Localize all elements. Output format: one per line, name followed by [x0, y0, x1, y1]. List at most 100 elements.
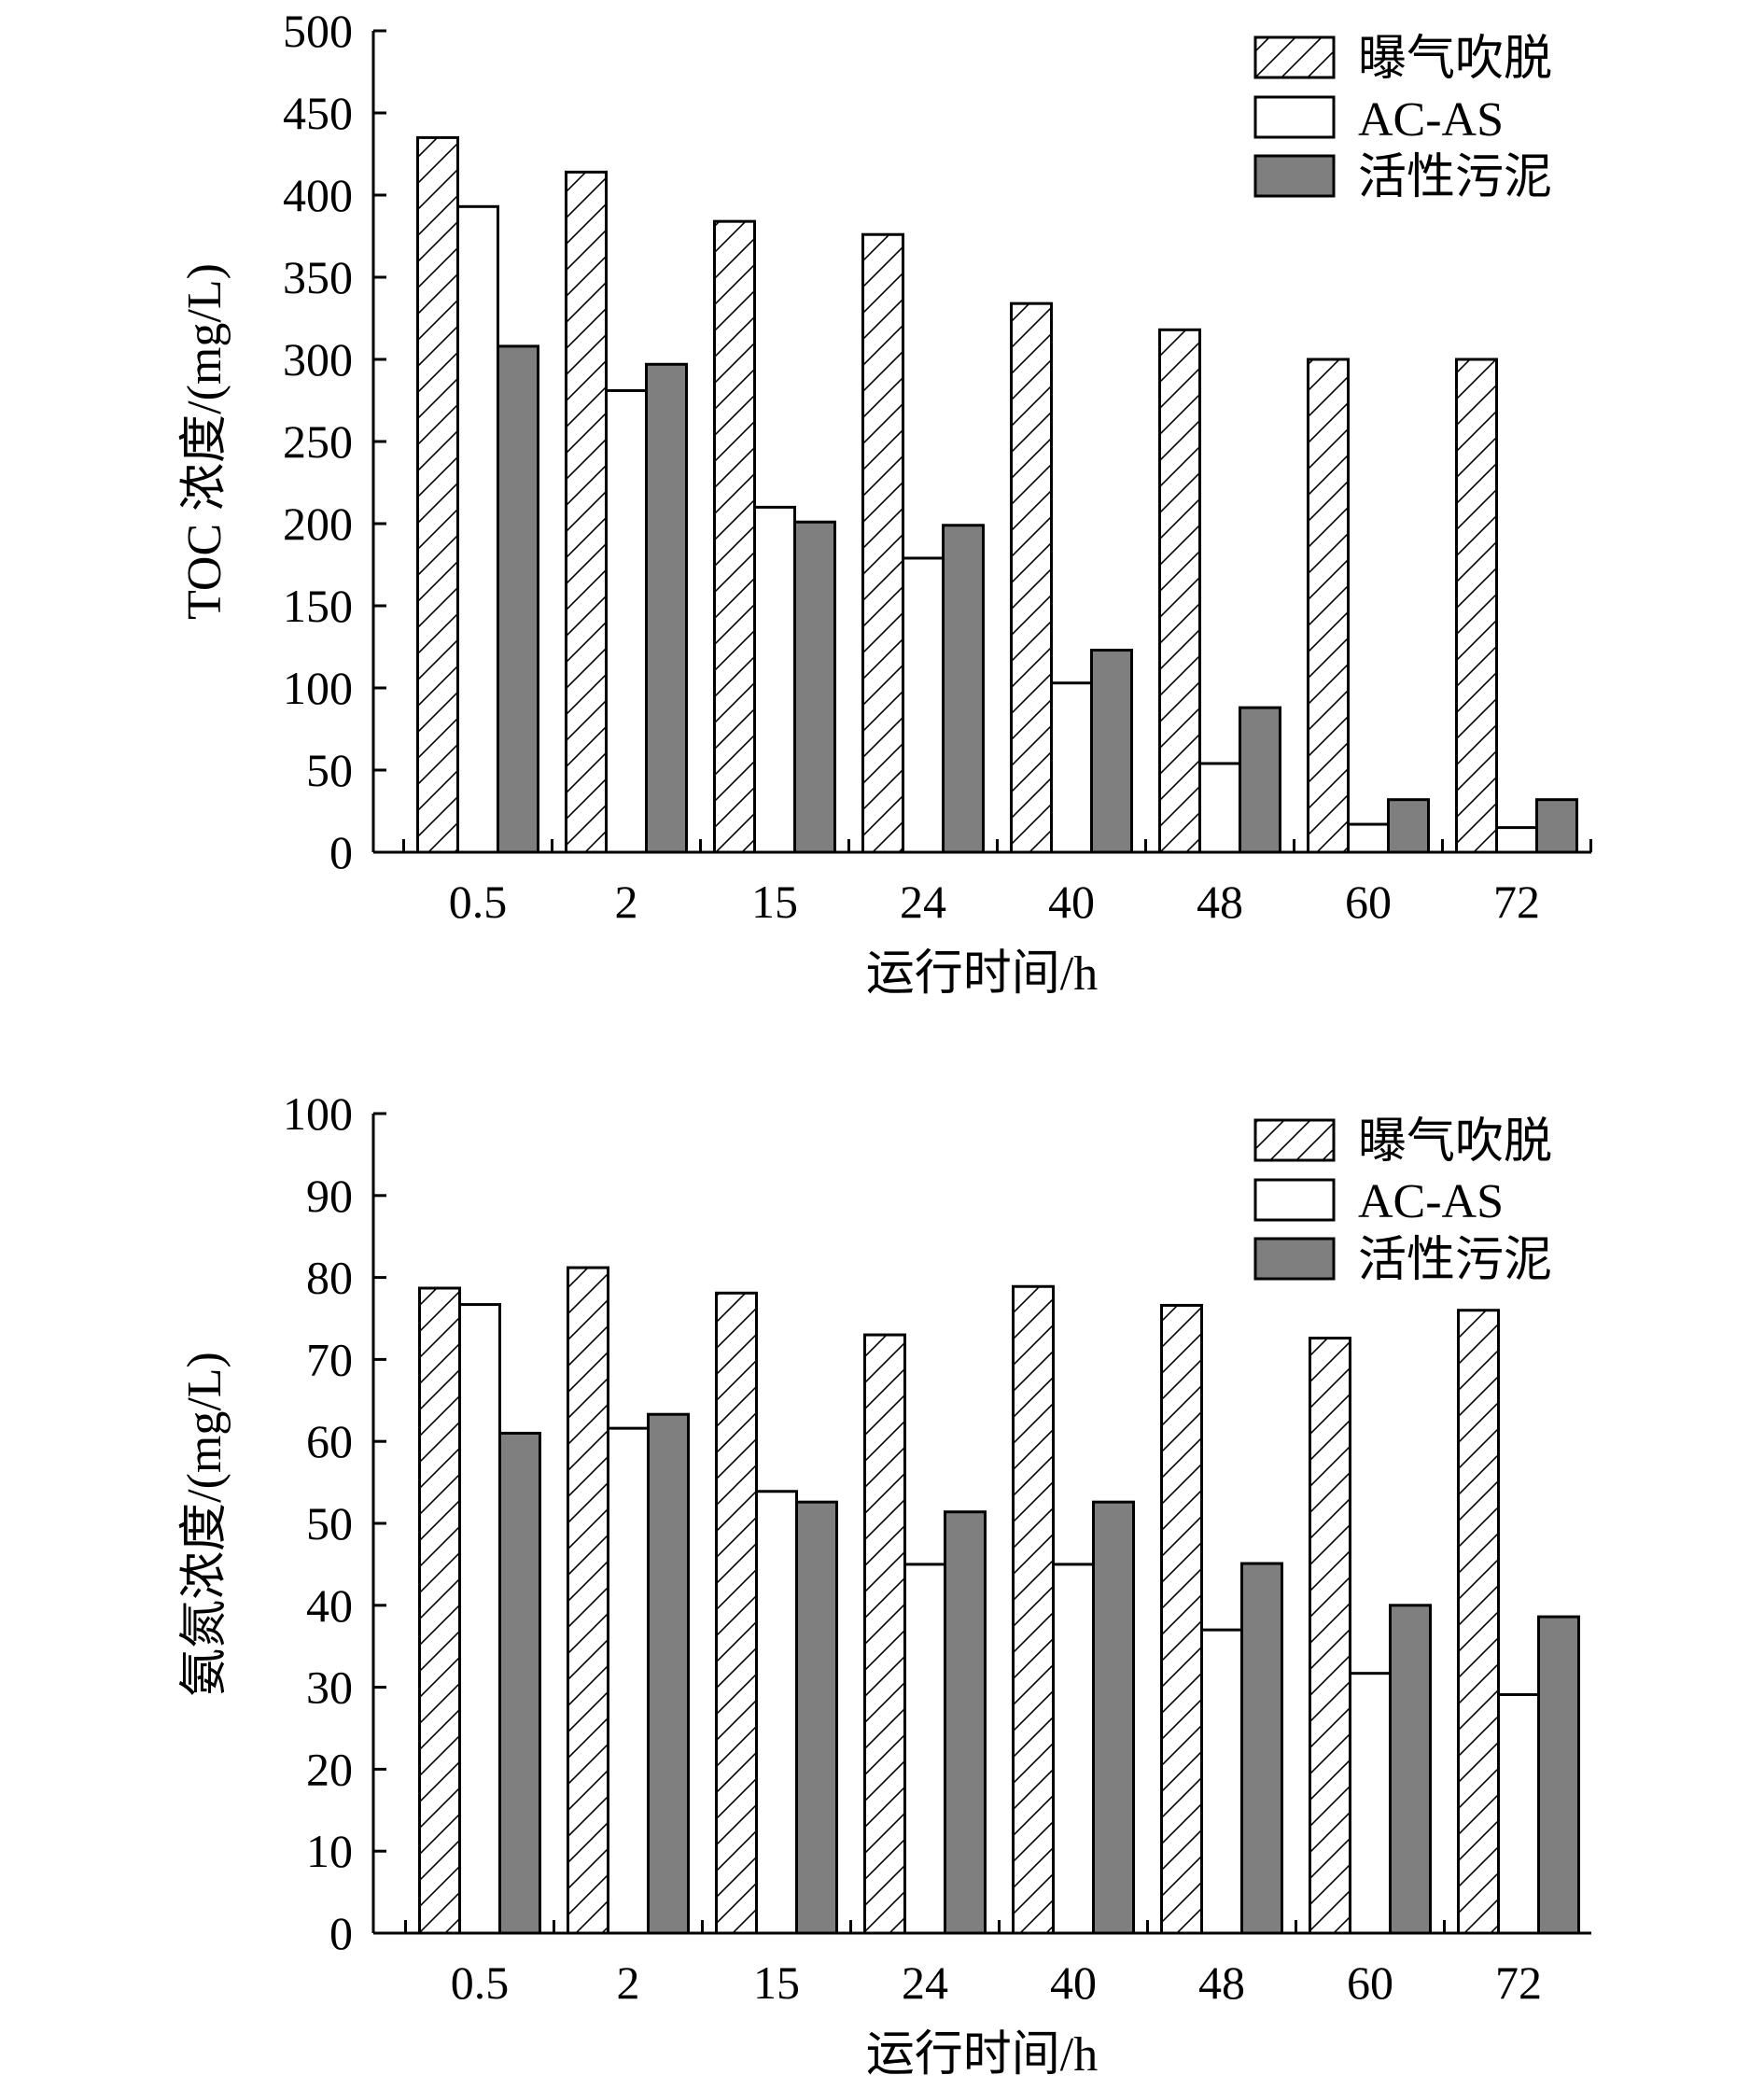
toc-legend-swatch-sludge — [1253, 154, 1336, 198]
ammonia-legend-swatch-acas — [1253, 1178, 1336, 1222]
toc-x-tick-label: 72 — [1493, 876, 1540, 928]
ammonia-bar-sludge — [944, 1510, 987, 1935]
toc-bar-aeration — [861, 232, 904, 854]
ammonia-y-tick-label: 20 — [306, 1743, 353, 1795]
toc-y-tick-label: 100 — [283, 662, 353, 714]
toc-bar-acas — [753, 505, 796, 854]
toc-y-tick-label: 350 — [283, 251, 353, 303]
ammonia-x-tick-label: 60 — [1347, 1956, 1393, 2009]
toc-x-tick-label: 60 — [1345, 876, 1392, 928]
ammonia-bar-acas — [607, 1426, 650, 1935]
ammonia-y-tick-label: 10 — [306, 1825, 353, 1877]
toc-legend-swatch-acas — [1253, 95, 1336, 139]
ammonia-bar-sludge — [1092, 1500, 1135, 1935]
toc-y-axis-label: TOC 浓度/(mg/L) — [178, 263, 231, 620]
ammonia-bar-sludge — [1240, 1562, 1283, 1935]
ammonia-y-tick-label: 80 — [306, 1252, 353, 1304]
toc-bar-aeration — [1010, 301, 1053, 854]
toc-bar-sludge — [497, 344, 539, 854]
ammonia-x-tick-label: 24 — [902, 1956, 948, 2009]
toc-bar-sludge — [645, 362, 688, 854]
toc-bar-acas — [1198, 762, 1241, 854]
ammonia-x-tick-label: 40 — [1050, 1956, 1097, 2009]
toc-x-tick-label: 15 — [751, 876, 798, 928]
toc-x-tick-label: 24 — [900, 876, 946, 928]
toc-x-tick-label: 0.5 — [449, 876, 508, 928]
ammonia-bar-aeration — [567, 1266, 609, 1935]
ammonia-bar-acas — [1052, 1563, 1095, 1935]
ammonia-x-tick-label: 15 — [753, 1956, 800, 2009]
ammonia-x-tick-label: 2 — [617, 1956, 640, 2009]
ammonia-y-ticks: 0 10 20 30 40 50 60 70 80 90 100 — [283, 1087, 386, 1959]
ammonia-bar-aeration — [863, 1333, 906, 1935]
ammonia-y-tick-label: 90 — [306, 1170, 353, 1222]
toc-y-ticks: 0 50 100 150 200 250 300 350 400 450 500 — [283, 5, 386, 878]
toc-x-tick-label: 2 — [615, 876, 638, 928]
toc-legend-label-acas: AC-AS — [1358, 93, 1504, 147]
toc-y-tick-label: 300 — [283, 333, 353, 386]
ammonia-x-ticks: 0.5 2 15 24 40 48 60 72 — [404, 1920, 1542, 2009]
ammonia-bar-aeration — [1309, 1337, 1351, 1935]
ammonia-y-tick-label: 40 — [306, 1579, 353, 1632]
toc-x-tick-label: 48 — [1197, 876, 1243, 928]
toc-y-tick-label: 450 — [283, 87, 353, 139]
toc-chart: 0 50 100 150 200 250 300 350 400 450 500 0.5 2 15 24 4… — [178, 5, 1592, 1001]
toc-bar-sludge — [1387, 798, 1430, 854]
toc-bar-sludge — [1535, 798, 1578, 854]
ammonia-legend-label-aeration: 曝气吹脱 — [1358, 1115, 1552, 1169]
ammonia-bar-acas — [755, 1490, 798, 1935]
toc-bar-sludge — [942, 524, 985, 854]
ammonia-x-axis-label: 运行时间/h — [866, 2028, 1098, 2082]
ammonia-y-axis-label: 氨氮浓度/(mg/L) — [178, 1352, 231, 1697]
toc-x-axis-label: 运行时间/h — [866, 947, 1098, 1001]
ammonia-y-tick-label: 30 — [306, 1661, 353, 1714]
ammonia-y-tick-label: 70 — [306, 1333, 353, 1385]
toc-bar-aeration — [1158, 328, 1201, 854]
toc-bar-acas — [605, 388, 648, 854]
ammonia-bar-aeration — [1160, 1303, 1203, 1935]
toc-bar-sludge — [1239, 706, 1281, 854]
ammonia-bar-sludge — [647, 1412, 690, 1935]
toc-bar-sludge — [793, 520, 836, 854]
toc-bar-acas — [902, 556, 945, 854]
toc-bar-aeration — [416, 135, 459, 854]
ammonia-bar-aeration — [715, 1291, 758, 1935]
toc-bar-aeration — [565, 170, 608, 854]
ammonia-bar-aeration — [1457, 1309, 1500, 1935]
toc-bar-acas — [1347, 822, 1390, 854]
toc-legend: 曝气吹脱 AC-AS 活性污泥 — [1253, 33, 1552, 204]
toc-legend-label-sludge: 活性污泥 — [1358, 151, 1552, 204]
ammonia-bar-sludge — [1389, 1604, 1432, 1935]
toc-y-tick-label: 400 — [283, 169, 353, 221]
ammonia-y-tick-label: 50 — [306, 1497, 353, 1549]
toc-bar-acas — [1495, 826, 1538, 854]
ammonia-bar-sludge — [498, 1431, 541, 1935]
ammonia-x-tick-label: 72 — [1495, 1956, 1542, 2009]
toc-y-tick-label: 500 — [283, 5, 353, 57]
toc-bar-sludge — [1090, 649, 1133, 854]
ammonia-bar-aeration — [1012, 1284, 1055, 1935]
ammonia-bar-sludge — [1537, 1615, 1580, 1935]
ammonia-y-tick-label: 60 — [306, 1415, 353, 1467]
ammonia-legend-swatch-sludge — [1253, 1237, 1336, 1281]
ammonia-bar-acas — [1497, 1693, 1540, 1935]
ammonia-x-tick-label: 0.5 — [451, 1956, 510, 2009]
toc-bar-aeration — [1455, 358, 1498, 854]
toc-bar-aeration — [713, 219, 756, 854]
ammonia-x-tick-label: 48 — [1198, 1956, 1245, 2009]
ammonia-y-tick-label: 100 — [283, 1087, 353, 1140]
toc-bar-acas — [1050, 681, 1093, 854]
toc-y-tick-label: 0 — [329, 826, 353, 878]
ammonia-legend-swatch-aeration — [1253, 1118, 1336, 1162]
toc-legend-label-aeration: 曝气吹脱 — [1358, 33, 1552, 86]
toc-x-ticks: 0.5 2 15 24 40 48 60 72 — [402, 839, 1592, 928]
ammonia-bar-acas — [1200, 1628, 1243, 1935]
toc-bar-aeration — [1307, 358, 1350, 854]
ammonia-bar-acas — [903, 1563, 946, 1935]
ammonia-legend-label-acas: AC-AS — [1358, 1175, 1504, 1228]
ammonia-bar-sludge — [795, 1500, 838, 1935]
ammonia-legend-label-sludge: 活性污泥 — [1358, 1234, 1552, 1287]
toc-y-tick-label: 200 — [283, 498, 353, 550]
